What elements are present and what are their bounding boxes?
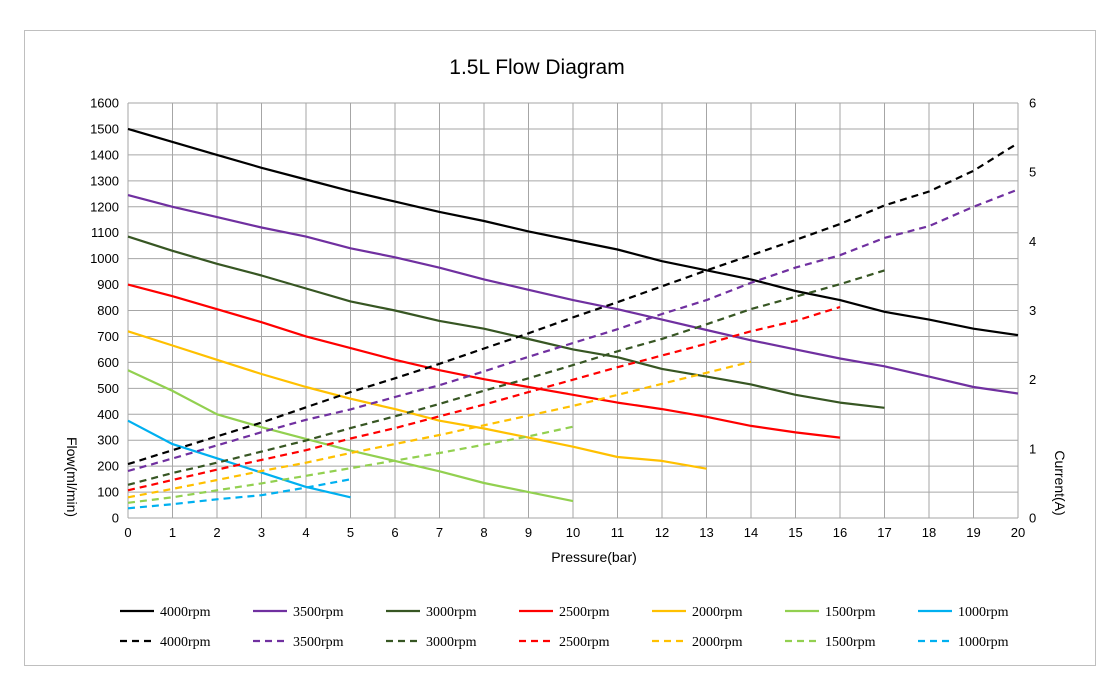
x-tick-label: 6 bbox=[391, 525, 398, 540]
x-tick-label: 3 bbox=[258, 525, 265, 540]
x-tick-label: 5 bbox=[347, 525, 354, 540]
chart-title: 1.5L Flow Diagram bbox=[449, 56, 624, 79]
flow-line-2000rpm bbox=[127, 330, 707, 470]
x-tick-label: 8 bbox=[480, 525, 487, 540]
y-tick-label: 0 bbox=[112, 511, 119, 526]
x-tick-label: 18 bbox=[922, 525, 936, 540]
legend-flow-label-1500rpm: 1500rpm bbox=[825, 605, 876, 620]
y2-tick-label: 0 bbox=[1029, 511, 1036, 526]
tick-labels: 0 1 2 3 4 5 6 7 8 9 10 11 12 13 14 15 16 17 18 19 2001002003… bbox=[90, 96, 1036, 541]
current-line-1000rpm bbox=[127, 478, 351, 510]
x-tick-label: 9 bbox=[525, 525, 532, 540]
series bbox=[127, 127, 1019, 510]
legend-flow-label-1000rpm: 1000rpm bbox=[958, 605, 1009, 620]
grid bbox=[127, 102, 1019, 519]
y-tick-label: 600 bbox=[97, 355, 119, 370]
flow-line-4000rpm bbox=[127, 127, 1019, 337]
flow-line-2500rpm bbox=[127, 283, 841, 439]
y-axis-title: Flow(ml/min) bbox=[64, 437, 80, 517]
x-tick-label: 2 bbox=[213, 525, 220, 540]
y-tick-label: 1200 bbox=[90, 199, 119, 214]
chart-frame: 1.5L Flow Diagram 0 1 2 3 4 5 6 7 8 9 10 11 12 13 14 15… bbox=[24, 30, 1096, 666]
y-tick-label: 1300 bbox=[90, 173, 119, 188]
x-tick-label: 12 bbox=[655, 525, 669, 540]
x-tick-label: 19 bbox=[966, 525, 980, 540]
legend-current-label-2000rpm: 2000rpm bbox=[692, 635, 743, 650]
legend-flow-label-3500rpm: 3500rpm bbox=[293, 605, 344, 620]
y-tick-label: 700 bbox=[97, 329, 119, 344]
y-tick-label: 500 bbox=[97, 381, 119, 396]
x-tick-label: 16 bbox=[833, 525, 847, 540]
legend-current-label-4000rpm: 4000rpm bbox=[160, 635, 211, 650]
x-tick-label: 14 bbox=[744, 525, 758, 540]
y2-tick-label: 3 bbox=[1029, 303, 1036, 318]
y2-tick-label: 5 bbox=[1029, 165, 1036, 180]
y-tick-label: 800 bbox=[97, 303, 119, 318]
y2-tick-label: 2 bbox=[1029, 372, 1036, 387]
legend-flow-label-3000rpm: 3000rpm bbox=[426, 605, 477, 620]
x-tick-label: 13 bbox=[699, 525, 713, 540]
x-tick-label: 4 bbox=[302, 525, 309, 540]
legend-flow-label-2500rpm: 2500rpm bbox=[559, 605, 610, 620]
legend-flow-label-4000rpm: 4000rpm bbox=[160, 605, 211, 620]
x-tick-label: 7 bbox=[436, 525, 443, 540]
legend-current-label-3500rpm: 3500rpm bbox=[293, 635, 344, 650]
x-tick-label: 15 bbox=[788, 525, 802, 540]
x-tick-label: 11 bbox=[611, 525, 625, 540]
y2-axis-title: Current(A) bbox=[1052, 450, 1068, 515]
x-tick-label: 10 bbox=[566, 525, 580, 540]
y2-tick-label: 4 bbox=[1029, 234, 1036, 249]
y-tick-label: 900 bbox=[97, 277, 119, 292]
legend-current-label-1500rpm: 1500rpm bbox=[825, 635, 876, 650]
flow-line-1500rpm bbox=[127, 369, 574, 503]
legend-current-label-1000rpm: 1000rpm bbox=[958, 635, 1009, 650]
current-line-1500rpm bbox=[127, 425, 574, 504]
current-line-2000rpm bbox=[127, 360, 752, 499]
y-tick-label: 1600 bbox=[90, 96, 119, 111]
x-axis-title: Pressure(bar) bbox=[551, 549, 637, 565]
x-tick-label: 17 bbox=[877, 525, 891, 540]
y-tick-label: 1000 bbox=[90, 251, 119, 266]
y-tick-label: 400 bbox=[97, 407, 119, 422]
y-tick-label: 1400 bbox=[90, 147, 119, 162]
x-tick-label: 1 bbox=[169, 525, 176, 540]
flow-diagram-chart: 1.5L Flow Diagram 0 1 2 3 4 5 6 7 8 9 10 11 12 13 14 15… bbox=[64, 56, 1068, 650]
legend: 4000rpm 3500rpm 3000rpm 2500rpm 2000rpm 1500r… bbox=[120, 605, 1009, 650]
y-tick-label: 200 bbox=[97, 459, 119, 474]
y-tick-label: 1100 bbox=[91, 225, 119, 240]
current-line-4000rpm bbox=[127, 142, 1019, 466]
legend-current-label-3000rpm: 3000rpm bbox=[426, 635, 477, 650]
y-tick-label: 300 bbox=[97, 433, 119, 448]
y-tick-label: 100 bbox=[97, 485, 119, 500]
current-line-2500rpm bbox=[127, 305, 841, 492]
current-line-3000rpm bbox=[127, 269, 885, 486]
flow-line-3000rpm bbox=[127, 235, 885, 409]
legend-flow-label-2000rpm: 2000rpm bbox=[692, 605, 743, 620]
flow-line-3500rpm bbox=[127, 194, 1019, 395]
x-tick-label: 0 bbox=[124, 525, 131, 540]
x-tick-label: 20 bbox=[1011, 525, 1025, 540]
legend-current-label-2500rpm: 2500rpm bbox=[559, 635, 610, 650]
y2-tick-label: 1 bbox=[1029, 441, 1036, 456]
y2-tick-label: 6 bbox=[1029, 96, 1036, 111]
y-tick-label: 1500 bbox=[90, 121, 119, 136]
